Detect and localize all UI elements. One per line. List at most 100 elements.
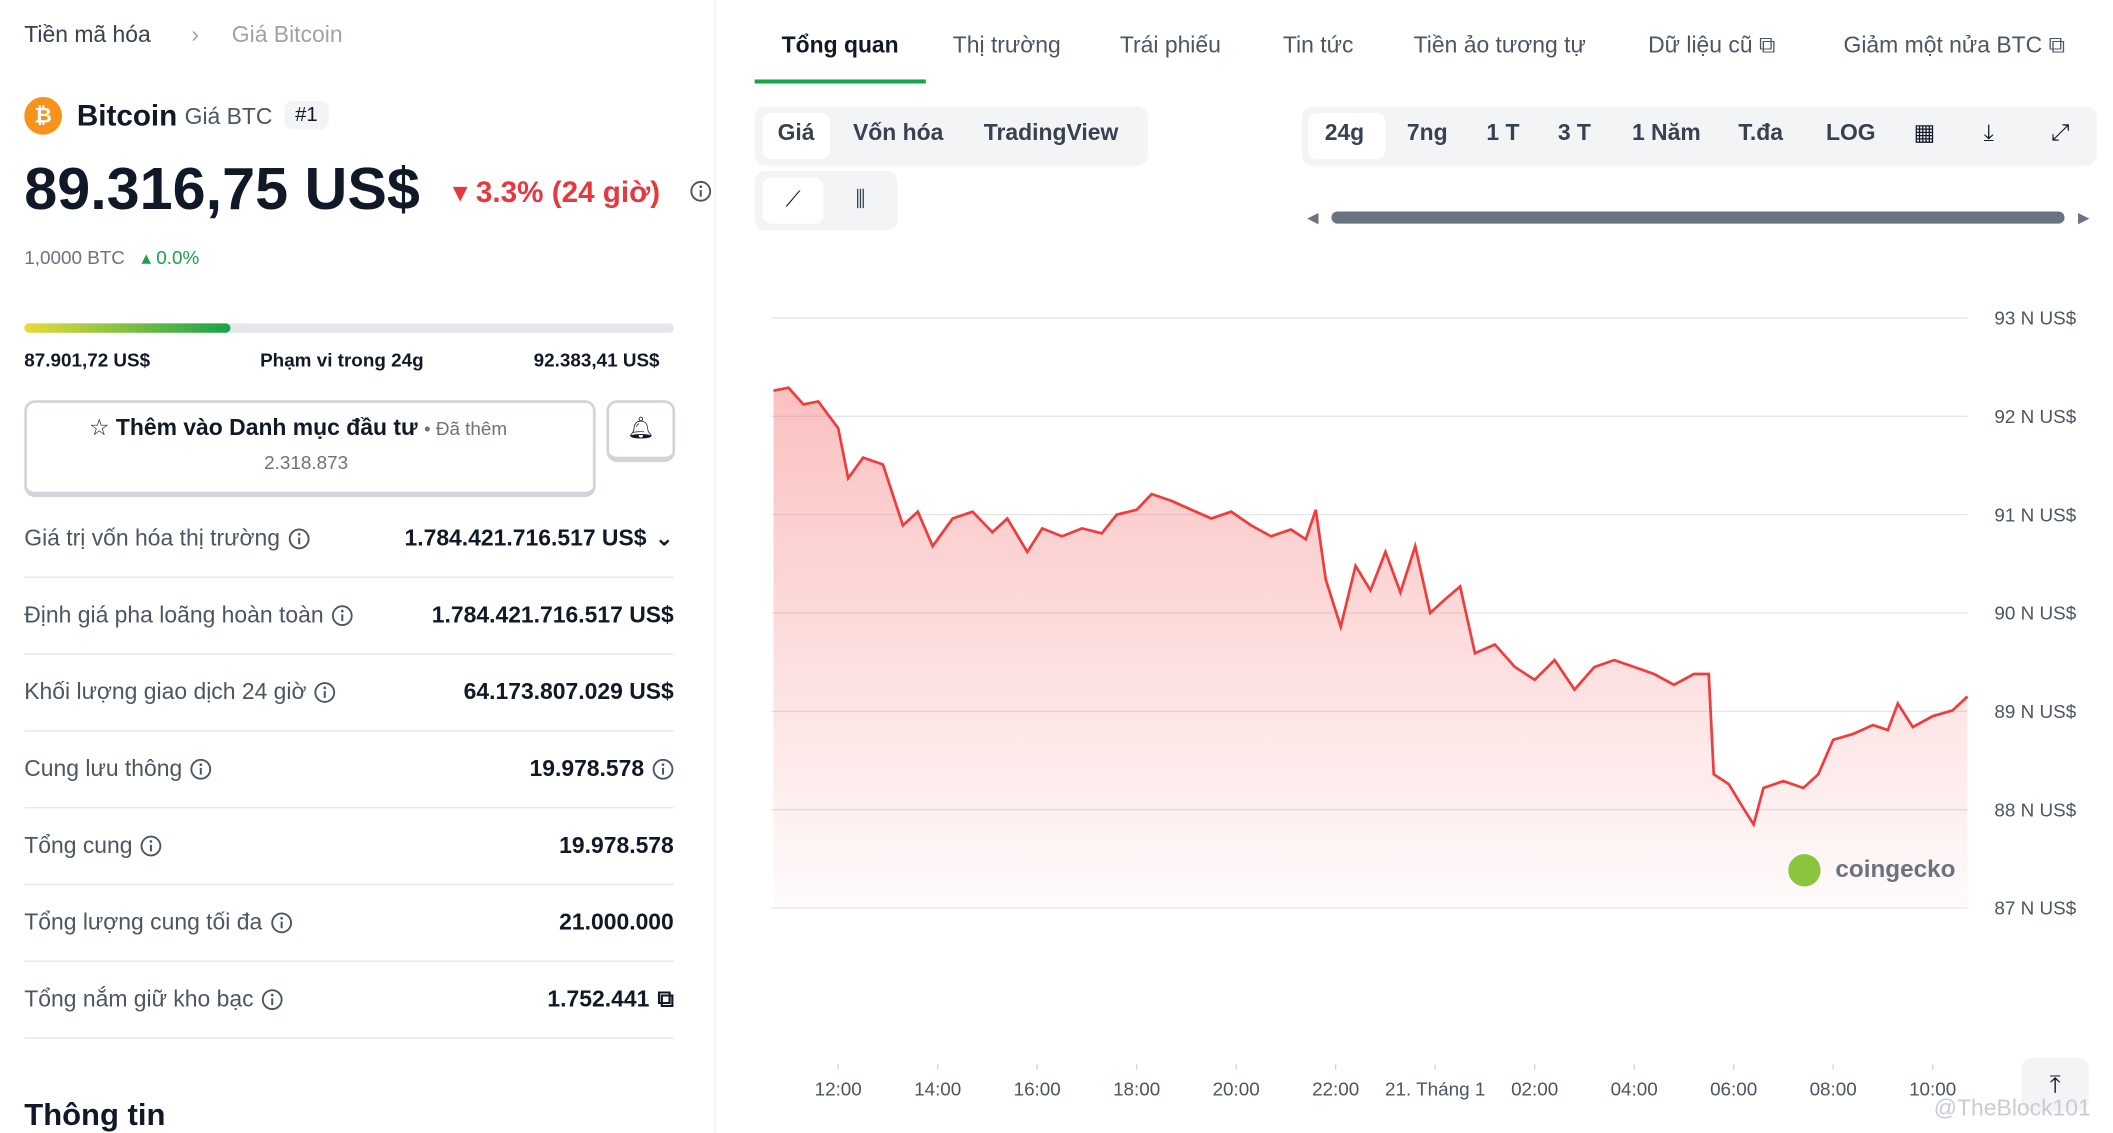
scrollbar[interactable] bbox=[1331, 211, 2065, 224]
credit: @TheBlock101 bbox=[1933, 1095, 2091, 1121]
info-icon[interactable] bbox=[288, 527, 310, 549]
y-tick-label: 88 N US$ bbox=[1994, 799, 2076, 820]
breadcrumb-sep: › bbox=[191, 21, 200, 48]
y-tick-label: 91 N US$ bbox=[1994, 504, 2076, 525]
range-active bbox=[1308, 113, 1386, 159]
watchlist-count: 2.318.873 bbox=[264, 451, 349, 473]
range-button[interactable]: 1 T bbox=[1486, 119, 1520, 146]
calendar-icon[interactable]: ▦ bbox=[1913, 119, 1936, 146]
info-icon[interactable] bbox=[190, 758, 212, 780]
range-bar bbox=[24, 323, 674, 333]
info-icon[interactable] bbox=[690, 180, 712, 203]
tab[interactable]: Tin tức bbox=[1283, 32, 1353, 59]
chart-tab[interactable]: TradingView bbox=[983, 119, 1119, 146]
stat-row: Cung lưu thông 19.978.578 bbox=[24, 730, 674, 809]
download-icon[interactable]: ⤓ bbox=[1983, 119, 1994, 146]
x-tick-label: 10:00 bbox=[1909, 1078, 1956, 1099]
range-button[interactable]: 3 T bbox=[1557, 119, 1591, 146]
line-style-button[interactable]: ⟋ bbox=[762, 177, 824, 224]
tab-label: Dữ liệu cũ bbox=[1648, 32, 1753, 58]
stat-value: 19.978.578 bbox=[559, 831, 674, 858]
tab[interactable]: Giảm một nửa BTC ⧉ bbox=[1844, 32, 2065, 59]
info-icon[interactable] bbox=[332, 604, 354, 626]
tab[interactable]: Tổng quan bbox=[782, 32, 899, 59]
stat-label-group: Tổng cung bbox=[24, 832, 162, 859]
price-line bbox=[773, 386, 1969, 828]
tab-label: Tiền ảo tương tự bbox=[1413, 32, 1586, 58]
chart-tab-active bbox=[762, 113, 831, 159]
x-tick-label: 22:00 bbox=[1312, 1078, 1359, 1099]
stat-value: 64.173.807.029 US$ bbox=[463, 678, 674, 704]
info-icon[interactable] bbox=[262, 988, 284, 1010]
x-tick-label: 06:00 bbox=[1710, 1078, 1757, 1099]
stat-label: Cung lưu thông bbox=[24, 755, 183, 781]
stat-label: Tổng lượng cung tối đa bbox=[24, 908, 263, 935]
tab-label: Giảm một nửa BTC bbox=[1843, 32, 2043, 58]
chart-tab[interactable]: Giá bbox=[777, 119, 815, 146]
stat-value-group: 19.978.578 bbox=[529, 755, 674, 782]
tab[interactable]: Thị trường bbox=[953, 32, 1061, 59]
stat-label: Giá trị vốn hóa thị trường bbox=[24, 524, 281, 551]
stat-value: 1.752.441 bbox=[547, 985, 650, 1012]
tab[interactable]: Trái phiếu bbox=[1120, 32, 1221, 59]
watchlist-added: • Đã thêm bbox=[423, 417, 508, 440]
stat-value-group: 21.000.000 bbox=[559, 909, 674, 936]
info-icon[interactable] bbox=[141, 834, 163, 857]
range-button[interactable]: 24g bbox=[1324, 119, 1365, 146]
y-tick-label: 87 N US$ bbox=[1994, 898, 2076, 919]
x-tick-label: 08:00 bbox=[1810, 1078, 1857, 1099]
stat-value: 21.000.000 bbox=[559, 908, 674, 935]
stat-value-group: 64.173.807.029 US$ bbox=[464, 678, 674, 705]
stat-label-group: Giá trị vốn hóa thị trường bbox=[24, 524, 310, 552]
stat-label-group: Khối lượng giao dịch 24 giờ bbox=[24, 678, 336, 705]
coin-logo: ₿ bbox=[24, 96, 62, 135]
range-button[interactable]: LOG bbox=[1825, 119, 1876, 146]
x-tick-label: 14:00 bbox=[914, 1078, 961, 1099]
expand-icon[interactable]: ⌄ bbox=[654, 524, 674, 551]
tab[interactable]: Dữ liệu cũ ⧉ bbox=[1648, 32, 1775, 59]
candle-style-button[interactable]: ⫼ bbox=[855, 188, 866, 212]
fullscreen-icon[interactable]: ⤢ bbox=[2051, 119, 2070, 146]
watchlist-button[interactable] bbox=[24, 400, 596, 498]
stat-value: 1.784.421.716.517 US$ bbox=[431, 601, 674, 628]
info-icon[interactable] bbox=[652, 758, 674, 780]
range-group bbox=[1301, 106, 2097, 166]
stat-value-group: 1.784.421.716.517 US$ ⌄ bbox=[404, 525, 673, 552]
x-tick-label: 02:00 bbox=[1511, 1078, 1558, 1099]
range-button[interactable]: 1 Năm bbox=[1631, 119, 1701, 146]
info-icon[interactable] bbox=[270, 911, 292, 933]
stat-row: Tổng lượng cung tối đa 21.000.000 bbox=[24, 884, 674, 962]
watchlist-text: Thêm vào Danh mục đầu tư bbox=[115, 414, 418, 441]
range-button[interactable]: 7ng bbox=[1406, 119, 1448, 146]
range-high: 92.383,41 US$ bbox=[533, 348, 660, 371]
price-change: ▾ 3.3% (24 giờ) bbox=[452, 175, 661, 209]
divider bbox=[714, 0, 716, 1133]
x-tick-label: 16:00 bbox=[1014, 1078, 1061, 1099]
stat-label-group: Tổng nắm giữ kho bạc bbox=[24, 985, 283, 1012]
stat-row: Định giá pha loãng hoàn toàn 1.784.421.71… bbox=[24, 577, 674, 655]
scroll-top-button[interactable]: ⤒ bbox=[2021, 1057, 2089, 1112]
scroll-right[interactable]: ▶ bbox=[2077, 210, 2090, 227]
chart-tab[interactable]: Vốn hóa bbox=[853, 119, 944, 146]
stat-label: Tổng nắm giữ kho bạc bbox=[24, 985, 254, 1012]
alert-button[interactable]: 🔔︎ bbox=[606, 400, 676, 463]
x-tick-label: 12:00 bbox=[815, 1078, 862, 1099]
watchlist-label: ☆ Thêm vào Danh mục đầu tư • Đã thêm bbox=[88, 414, 508, 441]
stat-value: 1.784.421.716.517 US$ bbox=[404, 524, 647, 551]
stat-value-group: 19.978.578 bbox=[559, 832, 674, 859]
info-icon[interactable] bbox=[315, 681, 337, 703]
stat-row: Tổng cung 19.978.578 bbox=[24, 807, 674, 886]
breadcrumb-link[interactable]: Tiền mã hóa bbox=[24, 21, 151, 48]
range-button[interactable]: T.đa bbox=[1738, 119, 1783, 146]
y-tick-label: 89 N US$ bbox=[1994, 701, 2076, 722]
price-change-value: 3.3% (24 giờ) bbox=[475, 175, 661, 209]
tab-label: Trái phiếu bbox=[1119, 32, 1221, 58]
x-tick-label: 04:00 bbox=[1611, 1078, 1658, 1099]
scroll-left[interactable]: ◀ bbox=[1307, 210, 1319, 227]
tab[interactable]: Tiền ảo tương tự bbox=[1414, 32, 1586, 59]
coin-symbol: Giá BTC bbox=[184, 103, 273, 130]
price-area bbox=[773, 387, 1968, 909]
external-icon[interactable]: ⧉ bbox=[657, 985, 674, 1012]
y-tick-label: 93 N US$ bbox=[1994, 308, 2076, 329]
